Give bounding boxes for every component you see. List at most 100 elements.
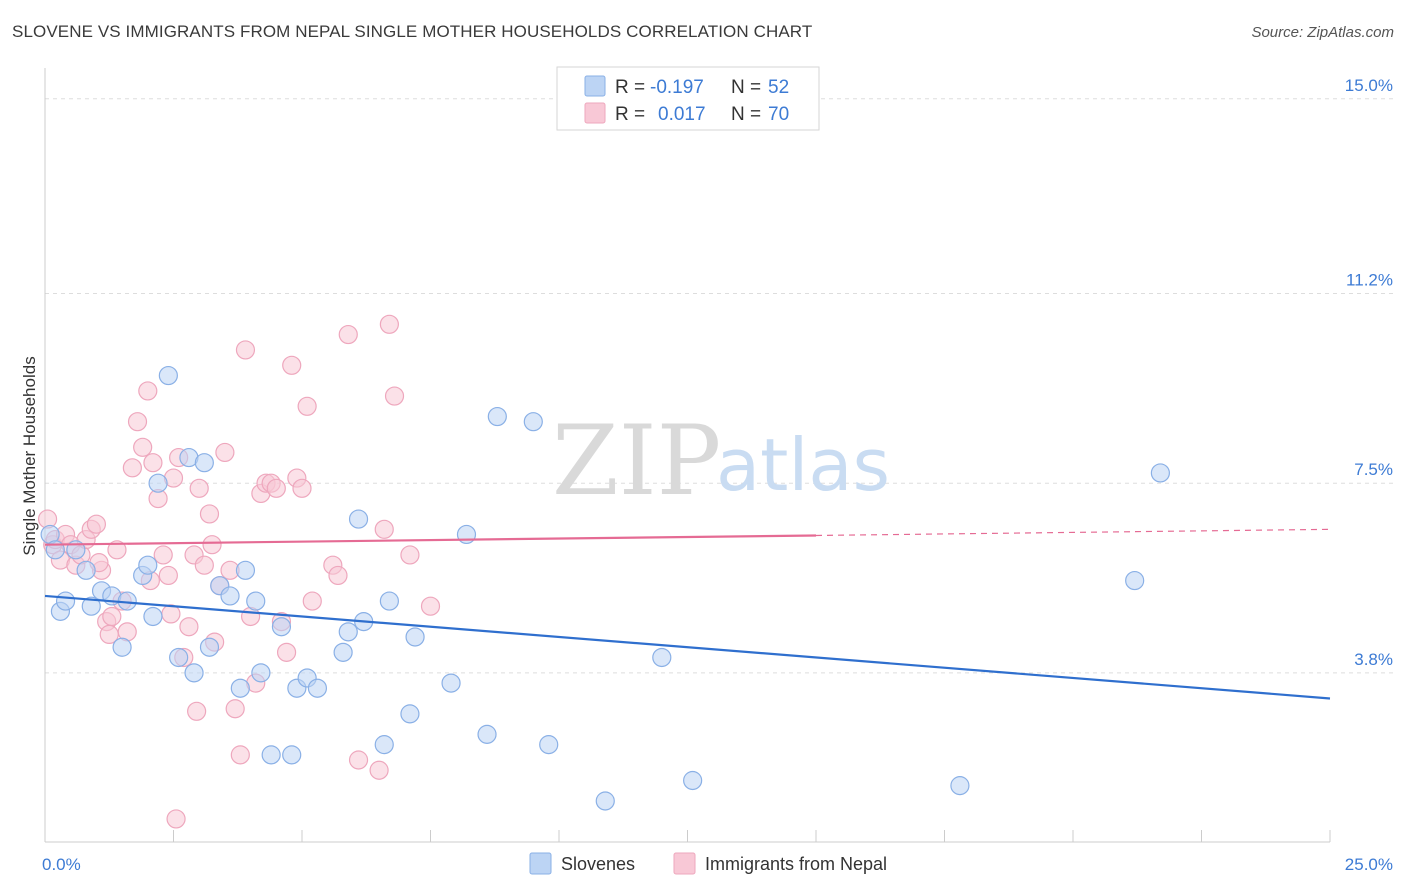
y-tick-label-3: 15.0% bbox=[1345, 76, 1393, 95]
slovenes-trend-line bbox=[44, 594, 1331, 700]
slovenes-point-27 bbox=[261, 745, 281, 765]
slovenes-point-5 bbox=[76, 560, 96, 580]
slovenes-point-9 bbox=[112, 637, 132, 657]
nepal-point-21 bbox=[143, 453, 163, 473]
nepal-point-61 bbox=[400, 545, 420, 565]
slovenes-point-33 bbox=[333, 642, 353, 662]
legend-r-value-1: -0.197 bbox=[650, 77, 704, 98]
legend-n-label-2: N = bbox=[731, 104, 761, 125]
slovenes-point-26 bbox=[251, 663, 271, 683]
nepal-point-52 bbox=[302, 591, 322, 611]
legend-r-value-2: 0.017 bbox=[658, 104, 706, 125]
nepal-point-68 bbox=[166, 809, 186, 829]
nepal-point-58 bbox=[374, 519, 394, 539]
slovenes-point-47 bbox=[595, 791, 615, 811]
nepal-point-50 bbox=[292, 478, 312, 498]
bottom-legend-nepal: Immigrants from Nepal bbox=[705, 854, 887, 874]
nepal-point-66 bbox=[202, 535, 222, 555]
slovenes-point-32 bbox=[307, 678, 328, 698]
slovenes-point-6 bbox=[81, 596, 101, 616]
slovenes-point-12 bbox=[138, 555, 158, 575]
slovenes-point-22 bbox=[220, 586, 240, 606]
slovenes-point-38 bbox=[379, 591, 399, 611]
nepal-point-32 bbox=[199, 504, 220, 524]
grid-lines bbox=[45, 98, 1393, 674]
slovenes-point-23 bbox=[230, 678, 250, 698]
chart-source: Source: ZipAtlas.com bbox=[1251, 24, 1394, 41]
nepal-point-39 bbox=[235, 340, 256, 360]
slovenes-point-16 bbox=[169, 647, 189, 668]
slovenes-point-44 bbox=[487, 406, 507, 427]
y-axis-label: Single Mother Households bbox=[20, 356, 39, 555]
nepal-point-54 bbox=[328, 565, 348, 586]
slovenes-point-24 bbox=[235, 560, 256, 580]
nepal-point-19 bbox=[133, 437, 153, 457]
nepal-point-20 bbox=[138, 381, 158, 401]
x-tick-label-1: 25.0% bbox=[1345, 855, 1393, 874]
nepal-point-13 bbox=[102, 606, 122, 627]
nepal-point-56 bbox=[348, 750, 369, 770]
bottom-legend-swatch-nepal bbox=[673, 852, 696, 875]
legend-swatch-nepal bbox=[584, 102, 606, 124]
nepal-point-31 bbox=[194, 555, 214, 575]
watermark-atlas: atlas bbox=[716, 423, 890, 507]
bottom-legend-swatch-slovenes bbox=[529, 852, 552, 875]
chart-title: SLOVENE VS IMMIGRANTS FROM NEPAL SINGLE … bbox=[12, 22, 813, 41]
slovenes-point-41 bbox=[441, 673, 461, 693]
legend-r-label-2: R = bbox=[615, 104, 645, 125]
series-slovenes-points bbox=[40, 365, 1170, 811]
slovenes-point-3 bbox=[55, 591, 76, 611]
slovenes-point-15 bbox=[158, 365, 178, 386]
legend-n-value-1: 52 bbox=[768, 77, 789, 98]
nepal-point-10 bbox=[86, 514, 107, 534]
slovenes-point-51 bbox=[1125, 570, 1145, 591]
nepal-point-67 bbox=[187, 701, 207, 721]
slovenes-point-18 bbox=[184, 663, 204, 683]
watermark: ZIP atlas bbox=[552, 405, 890, 517]
slovenes-point-13 bbox=[143, 606, 163, 627]
nepal-point-59 bbox=[379, 314, 399, 334]
watermark-zip: ZIP bbox=[552, 405, 721, 517]
bottom-legend-slovenes: Slovenes bbox=[561, 854, 635, 874]
slovenes-point-14 bbox=[148, 473, 168, 493]
nepal-point-60 bbox=[384, 386, 405, 406]
bottom-legend: Slovenes Immigrants from Nepal bbox=[529, 852, 887, 875]
slovenes-point-46 bbox=[539, 735, 559, 755]
nepal-point-38 bbox=[230, 745, 250, 765]
nepal-point-51 bbox=[297, 396, 317, 416]
slovenes-point-34 bbox=[338, 622, 358, 642]
nepal-point-45 bbox=[266, 478, 286, 498]
nepal-point-17 bbox=[122, 458, 142, 478]
x-tick-labels: 0.0% 25.0% bbox=[42, 855, 1393, 874]
nepal-point-35 bbox=[215, 442, 235, 463]
slovenes-point-39 bbox=[400, 704, 420, 724]
legend-n-value-2: 70 bbox=[768, 104, 789, 125]
slovenes-point-25 bbox=[246, 591, 266, 611]
nepal-point-24 bbox=[158, 565, 178, 586]
nepal-trend-line-extension bbox=[815, 528, 1331, 537]
slovenes-point-50 bbox=[950, 776, 970, 796]
axes bbox=[44, 68, 1331, 843]
legend-n-label-1: N = bbox=[731, 77, 761, 98]
nepal-point-48 bbox=[282, 355, 302, 375]
legend: R = -0.197 N = 52 R = 0.017 N = 70 bbox=[556, 66, 820, 131]
nepal-point-14 bbox=[107, 540, 127, 560]
slovenes-point-48 bbox=[652, 647, 672, 668]
slovenes-point-49 bbox=[683, 770, 703, 791]
trend-lines bbox=[44, 528, 1331, 700]
legend-r-label-1: R = bbox=[615, 77, 645, 98]
y-tick-labels: 3.8% 7.5% 11.2% 15.0% bbox=[1345, 76, 1393, 669]
slovenes-point-28 bbox=[271, 617, 292, 637]
slovenes-point-20 bbox=[199, 637, 220, 657]
y-tick-label-1: 7.5% bbox=[1354, 460, 1393, 479]
slovenes-point-52 bbox=[1150, 463, 1170, 483]
nepal-trend-line bbox=[44, 534, 817, 546]
nepal-point-62 bbox=[420, 596, 441, 616]
nepal-point-57 bbox=[369, 760, 389, 780]
nepal-point-69 bbox=[99, 624, 119, 645]
slovenes-point-19 bbox=[194, 453, 214, 473]
nepal-point-55 bbox=[338, 324, 358, 345]
slovenes-point-43 bbox=[477, 724, 497, 744]
nepal-point-18 bbox=[127, 412, 148, 432]
